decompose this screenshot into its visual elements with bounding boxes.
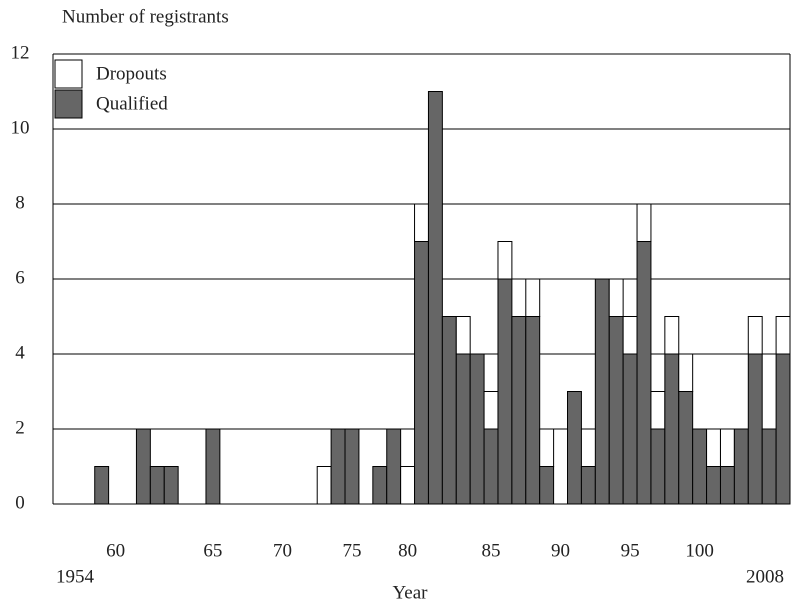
- bar-segment: [678, 353, 694, 392]
- x-tick-label: 60: [106, 540, 125, 561]
- legend-label: Qualified: [96, 93, 168, 114]
- bar-segment: [149, 466, 165, 505]
- bar-segment: [775, 316, 791, 355]
- x-tick-label: 95: [621, 540, 640, 561]
- x-tick-label: 80: [398, 540, 417, 561]
- bar-segment: [608, 316, 624, 505]
- bar-segment: [316, 466, 332, 505]
- bar-segment: [511, 316, 527, 505]
- bar-segment: [344, 428, 360, 505]
- bar-segment: [483, 391, 499, 430]
- bar-segment: [414, 241, 429, 505]
- y-tick-label: 12: [11, 42, 30, 63]
- bar-segment: [664, 353, 680, 505]
- x-tick-label: 85: [482, 540, 501, 561]
- bar-segment: [567, 391, 582, 505]
- bar-segment: [650, 428, 666, 505]
- y-tick-label: 8: [15, 192, 25, 213]
- y-tick-label: 0: [15, 492, 25, 513]
- bar-segment: [497, 278, 513, 505]
- y-tick-label: 6: [15, 267, 25, 288]
- bar-segment: [580, 466, 596, 505]
- bar-segment: [441, 316, 457, 505]
- x-tick-label: 90: [551, 540, 570, 561]
- bar-segment: [692, 428, 708, 505]
- bar-segment: [719, 428, 735, 467]
- bar-segment: [650, 391, 666, 430]
- x-tick-label: 70: [273, 540, 292, 561]
- bar-segment: [706, 428, 721, 467]
- x-axis-title: Year: [392, 582, 428, 603]
- x-tick-label: 100: [685, 540, 714, 561]
- bar-segment: [525, 316, 541, 505]
- bar-segment: [483, 428, 499, 505]
- y-axis-title: Number of registrants: [62, 6, 229, 27]
- bar-segment: [135, 428, 151, 505]
- bar-segment: [163, 466, 179, 505]
- bar-segment: [455, 353, 471, 505]
- bar-segment: [372, 466, 388, 505]
- bar-segment: [664, 316, 680, 355]
- bar-segment: [427, 91, 443, 505]
- bar-segment: [706, 466, 721, 505]
- bar-segment: [608, 278, 624, 317]
- y-tick-label: 2: [15, 417, 25, 438]
- start-year: 1954: [56, 566, 95, 587]
- legend-label: Dropouts: [96, 63, 167, 84]
- bar-segment: [330, 428, 346, 505]
- bar-segment: [733, 428, 749, 505]
- x-tick-label: 65: [203, 540, 222, 561]
- bar-segment: [539, 466, 555, 505]
- y-tick-label: 10: [11, 117, 30, 138]
- legend-swatch: [54, 59, 83, 89]
- bar-segment: [747, 353, 763, 505]
- bar-segment: [719, 466, 735, 505]
- bar-segment: [469, 353, 485, 505]
- bar-segment: [497, 241, 513, 280]
- bar-segment: [400, 466, 416, 505]
- bar-segment: [636, 241, 652, 505]
- bar-segment: [539, 428, 555, 467]
- bar-segment: [525, 278, 541, 317]
- bar-segment: [678, 391, 694, 505]
- bar-segment: [636, 203, 652, 242]
- bar-segment: [622, 316, 638, 355]
- bar-segment: [455, 316, 471, 355]
- bar-segment: [761, 428, 777, 505]
- y-tick-label: 4: [15, 342, 25, 363]
- legend-swatch: [54, 89, 83, 119]
- bar-segment: [622, 353, 638, 505]
- bar-segment: [205, 428, 221, 505]
- end-year: 2008: [746, 566, 784, 587]
- bar-segment: [775, 353, 791, 505]
- x-tick-label: 75: [342, 540, 361, 561]
- bar-segment: [594, 278, 610, 505]
- bar-segment: [386, 428, 402, 505]
- bar-segment: [94, 466, 110, 505]
- bar-segment: [414, 203, 429, 242]
- bar-segment: [747, 316, 763, 355]
